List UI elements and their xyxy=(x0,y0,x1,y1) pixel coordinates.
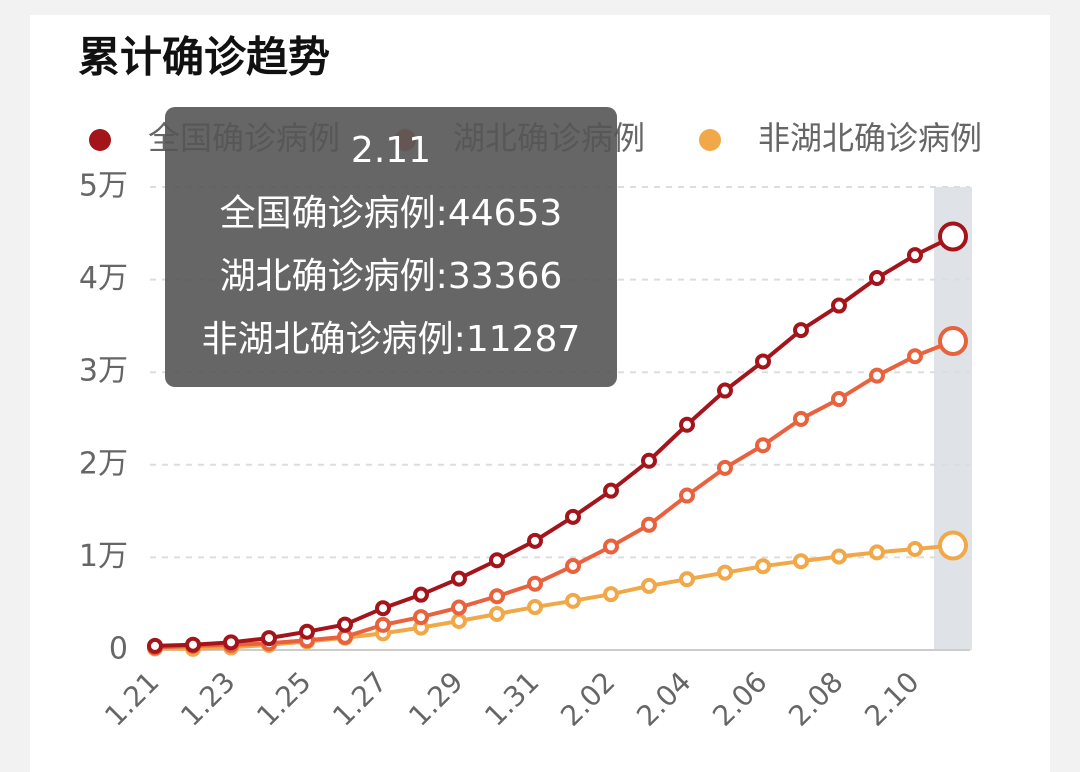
data-point xyxy=(413,609,429,626)
tooltip-separator: : xyxy=(436,193,448,234)
data-point xyxy=(869,367,885,384)
data-point xyxy=(869,270,885,287)
tooltip-value: 44653 xyxy=(448,193,563,234)
tooltip-line: 非湖北确诊病例:11287 xyxy=(202,319,581,360)
chart-title: 累计确诊趋势 xyxy=(78,33,330,82)
data-point xyxy=(565,557,581,574)
data-point xyxy=(641,516,657,533)
data-point xyxy=(451,599,467,616)
data-point xyxy=(527,599,543,616)
data-point xyxy=(793,410,809,427)
data-point xyxy=(641,452,657,469)
data-point xyxy=(565,508,581,525)
data-point xyxy=(489,552,505,569)
data-point xyxy=(717,382,733,399)
data-point xyxy=(831,297,847,314)
data-point xyxy=(717,564,733,581)
data-point xyxy=(261,630,277,647)
data-point xyxy=(907,540,923,557)
tooltip: 2.11全国确诊病例:44653湖北确诊病例:33366非湖北确诊病例:1128… xyxy=(165,107,617,387)
data-point xyxy=(527,532,543,549)
tooltip-value: 11287 xyxy=(466,319,581,360)
data-point xyxy=(793,553,809,570)
tooltip-line: 湖北确诊病例:33366 xyxy=(220,256,563,297)
data-point xyxy=(337,628,353,645)
data-point xyxy=(147,637,163,654)
tooltip-title: 2.11 xyxy=(351,130,431,171)
data-point xyxy=(755,353,771,370)
data-point xyxy=(489,588,505,605)
highlight-band xyxy=(934,187,972,650)
data-point xyxy=(603,482,619,499)
data-point xyxy=(755,558,771,575)
data-point xyxy=(938,221,968,252)
data-point xyxy=(451,613,467,630)
data-point xyxy=(185,636,201,653)
data-point xyxy=(831,391,847,408)
tooltip-line: 全国确诊病例:44653 xyxy=(220,193,563,234)
data-point xyxy=(451,570,467,587)
data-point xyxy=(565,592,581,609)
y-tick-label: 3万 xyxy=(79,354,128,389)
data-point xyxy=(907,348,923,365)
data-point xyxy=(679,571,695,588)
data-point xyxy=(603,586,619,603)
y-tick-label: 1万 xyxy=(79,539,128,574)
data-point xyxy=(679,487,695,504)
legend-marker xyxy=(89,129,111,151)
data-point xyxy=(831,548,847,565)
series-line xyxy=(154,234,954,648)
data-point xyxy=(375,600,391,617)
data-point xyxy=(641,577,657,594)
data-point xyxy=(375,616,391,633)
y-tick-label: 0 xyxy=(109,632,128,667)
data-point xyxy=(793,322,809,339)
data-point xyxy=(755,437,771,454)
tooltip-name: 非湖北确诊病例 xyxy=(202,319,454,360)
series-line xyxy=(154,339,954,650)
tooltip-separator: : xyxy=(436,256,448,297)
legend-marker xyxy=(699,129,721,151)
tooltip-box xyxy=(165,107,617,387)
data-point xyxy=(413,586,429,603)
data-point xyxy=(527,575,543,592)
data-point xyxy=(869,544,885,561)
y-tick-label: 2万 xyxy=(79,446,128,481)
data-point xyxy=(679,416,695,433)
legend-label: 非湖北确诊病例 xyxy=(758,119,982,157)
tooltip-value: 33366 xyxy=(448,256,563,297)
tooltip-name: 湖北确诊病例 xyxy=(220,256,436,297)
data-point xyxy=(603,538,619,555)
tooltip-name: 全国确诊病例 xyxy=(220,193,436,234)
data-point xyxy=(337,616,353,633)
data-point xyxy=(938,326,968,357)
data-point xyxy=(299,623,315,640)
y-tick-label: 4万 xyxy=(79,261,128,296)
tooltip-separator: : xyxy=(454,319,466,360)
data-point xyxy=(489,605,505,622)
data-point xyxy=(717,459,733,476)
y-tick-label: 5万 xyxy=(79,169,128,204)
data-point xyxy=(907,247,923,264)
data-point xyxy=(938,530,968,561)
data-point xyxy=(223,634,239,651)
